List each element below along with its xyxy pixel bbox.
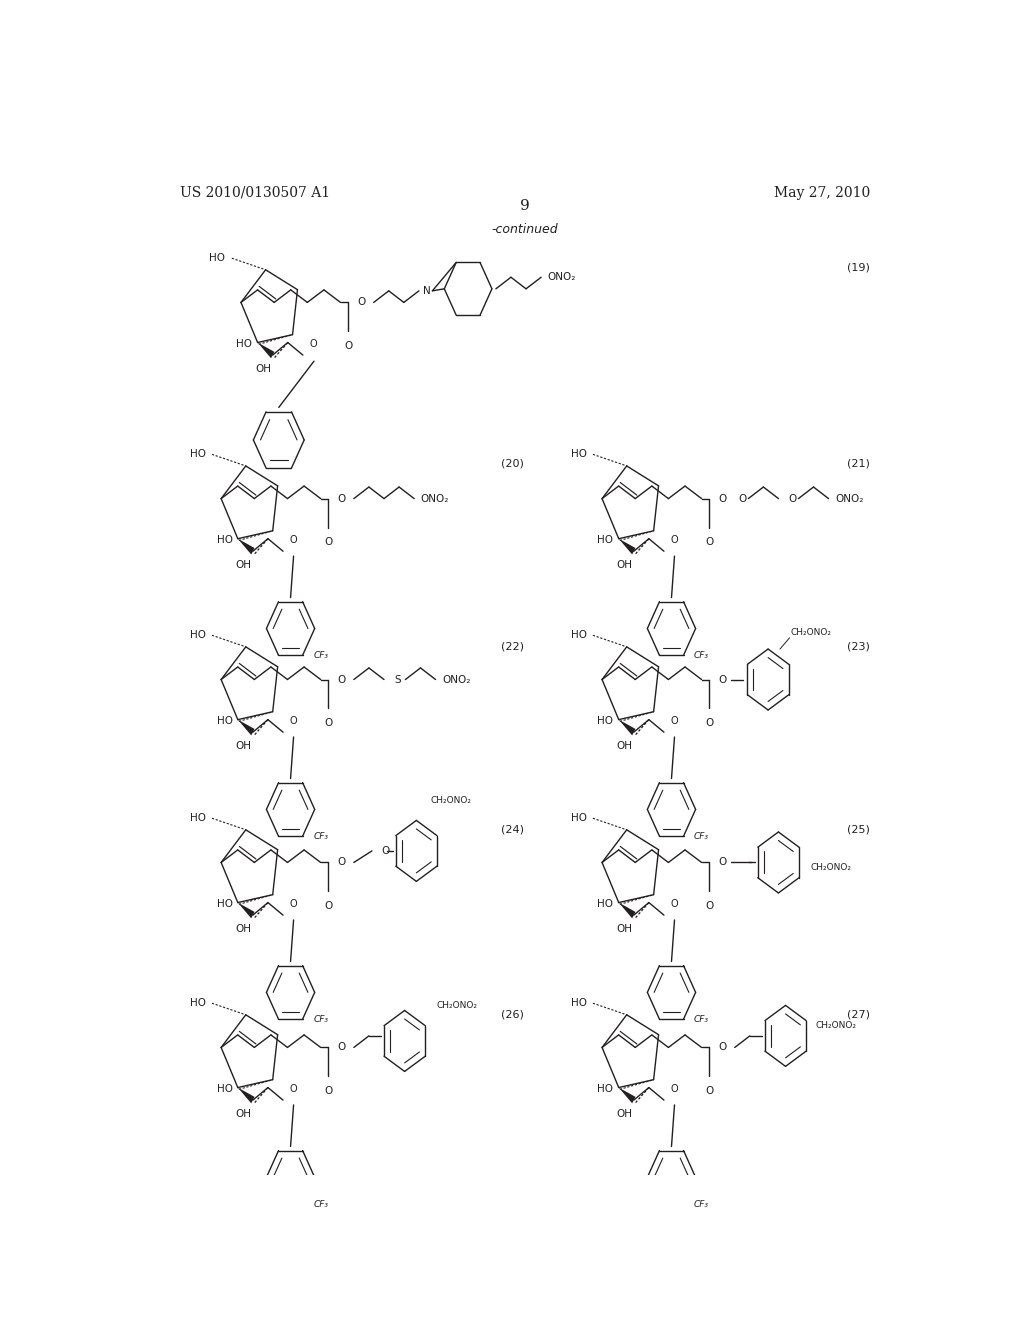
Text: HO: HO: [570, 813, 587, 824]
Text: OH: OH: [616, 741, 632, 751]
Text: HO: HO: [216, 717, 232, 726]
Text: OH: OH: [236, 741, 251, 751]
Text: O: O: [338, 494, 346, 504]
Text: O: O: [290, 717, 297, 726]
Text: O: O: [671, 1084, 678, 1094]
Text: O: O: [719, 675, 727, 685]
Text: HO: HO: [189, 998, 206, 1008]
Text: HO: HO: [189, 449, 206, 459]
Text: HO: HO: [570, 449, 587, 459]
Text: O: O: [344, 341, 352, 351]
Polygon shape: [238, 1088, 255, 1104]
Text: (19): (19): [847, 263, 869, 272]
Text: CH₂ONO₂: CH₂ONO₂: [791, 628, 831, 636]
Text: ONO₂: ONO₂: [835, 494, 863, 504]
Text: CF₃: CF₃: [694, 651, 709, 660]
Text: O: O: [705, 537, 714, 548]
Text: OH: OH: [236, 560, 251, 570]
Text: (22): (22): [501, 642, 523, 651]
Text: O: O: [309, 339, 317, 350]
Text: O: O: [290, 536, 297, 545]
Text: CF₃: CF₃: [313, 651, 328, 660]
Text: -continued: -continued: [492, 223, 558, 236]
Text: HO: HO: [570, 630, 587, 640]
Text: O: O: [290, 1084, 297, 1094]
Text: O: O: [671, 899, 678, 909]
Text: OH: OH: [616, 924, 632, 933]
Text: N: N: [423, 286, 431, 296]
Text: CH₂ONO₂: CH₂ONO₂: [431, 796, 472, 805]
Text: HO: HO: [597, 536, 613, 545]
Text: CF₃: CF₃: [313, 1015, 328, 1024]
Text: (21): (21): [847, 458, 869, 469]
Text: O: O: [324, 718, 333, 729]
Text: OH: OH: [255, 364, 271, 374]
Polygon shape: [618, 719, 636, 735]
Polygon shape: [618, 903, 636, 919]
Text: O: O: [357, 297, 366, 308]
Text: OH: OH: [236, 924, 251, 933]
Polygon shape: [258, 342, 274, 358]
Text: S: S: [394, 675, 401, 685]
Text: HO: HO: [210, 253, 225, 263]
Polygon shape: [618, 1088, 636, 1104]
Text: O: O: [324, 1086, 333, 1096]
Text: CF₃: CF₃: [694, 832, 709, 841]
Text: HO: HO: [216, 1084, 232, 1094]
Text: HO: HO: [189, 630, 206, 640]
Polygon shape: [618, 539, 636, 554]
Text: HO: HO: [570, 998, 587, 1008]
Text: CH₂ONO₂: CH₂ONO₂: [810, 863, 851, 873]
Text: HO: HO: [597, 899, 613, 909]
Text: CH₂ONO₂: CH₂ONO₂: [816, 1022, 857, 1030]
Text: ONO₂: ONO₂: [548, 272, 575, 282]
Text: ONO₂: ONO₂: [421, 494, 449, 504]
Text: CH₂ONO₂: CH₂ONO₂: [436, 1001, 477, 1010]
Text: CF₃: CF₃: [313, 832, 328, 841]
Text: OH: OH: [616, 560, 632, 570]
Text: HO: HO: [597, 1084, 613, 1094]
Polygon shape: [238, 903, 255, 919]
Text: O: O: [338, 858, 346, 867]
Text: O: O: [382, 846, 390, 855]
Text: CF₃: CF₃: [313, 1200, 328, 1209]
Text: O: O: [338, 675, 346, 685]
Text: HO: HO: [216, 536, 232, 545]
Text: O: O: [705, 718, 714, 729]
Text: (20): (20): [501, 458, 523, 469]
Text: O: O: [705, 1086, 714, 1096]
Text: O: O: [290, 899, 297, 909]
Text: O: O: [719, 858, 727, 867]
Text: (24): (24): [501, 824, 523, 834]
Text: CF₃: CF₃: [694, 1015, 709, 1024]
Text: HO: HO: [189, 813, 206, 824]
Text: O: O: [719, 1043, 727, 1052]
Text: O: O: [671, 536, 678, 545]
Polygon shape: [238, 539, 255, 554]
Text: O: O: [705, 902, 714, 911]
Text: US 2010/0130507 A1: US 2010/0130507 A1: [179, 186, 330, 199]
Text: O: O: [338, 1043, 346, 1052]
Text: May 27, 2010: May 27, 2010: [774, 186, 870, 199]
Text: (27): (27): [847, 1010, 869, 1019]
Text: OH: OH: [236, 1109, 251, 1119]
Text: OH: OH: [616, 1109, 632, 1119]
Text: (26): (26): [501, 1010, 523, 1019]
Text: O: O: [719, 494, 727, 504]
Text: (25): (25): [847, 824, 869, 834]
Text: O: O: [324, 902, 333, 911]
Text: ONO₂: ONO₂: [442, 675, 470, 685]
Text: CF₃: CF₃: [694, 1200, 709, 1209]
Text: HO: HO: [237, 339, 252, 350]
Text: O: O: [324, 537, 333, 548]
Text: HO: HO: [597, 717, 613, 726]
Text: O: O: [788, 494, 797, 504]
Text: O: O: [671, 717, 678, 726]
Text: O: O: [738, 494, 746, 504]
Text: HO: HO: [216, 899, 232, 909]
Polygon shape: [238, 719, 255, 735]
Text: 9: 9: [520, 199, 529, 213]
Text: (23): (23): [847, 642, 869, 651]
